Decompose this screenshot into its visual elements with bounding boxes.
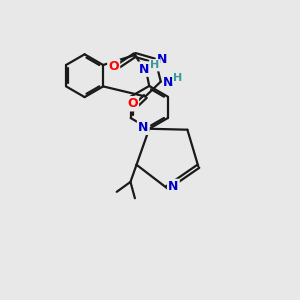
- Text: N: N: [163, 76, 174, 89]
- Text: O: O: [108, 60, 119, 73]
- Text: N: N: [138, 121, 148, 134]
- Text: N: N: [168, 180, 178, 193]
- Text: O: O: [127, 97, 138, 110]
- Text: H: H: [173, 73, 183, 83]
- Text: N: N: [139, 63, 150, 76]
- Text: H: H: [150, 60, 160, 70]
- Text: N: N: [157, 53, 167, 66]
